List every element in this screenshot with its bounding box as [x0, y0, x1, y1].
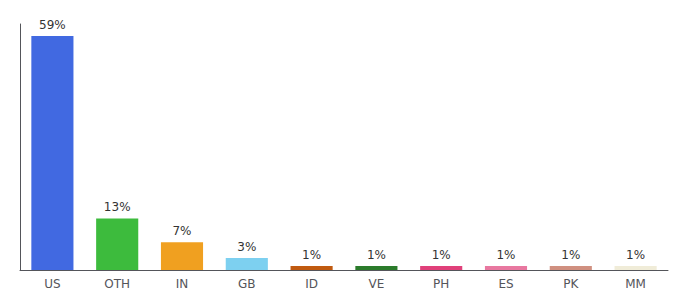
svg-text:13%: 13% — [104, 200, 131, 214]
svg-text:1%: 1% — [626, 248, 645, 262]
svg-text:1%: 1% — [496, 248, 515, 262]
svg-text:ES: ES — [498, 277, 513, 291]
svg-text:MM: MM — [625, 277, 646, 291]
svg-text:VE: VE — [369, 277, 385, 291]
svg-text:OTH: OTH — [104, 277, 130, 291]
svg-text:1%: 1% — [432, 248, 451, 262]
svg-text:PK: PK — [563, 277, 579, 291]
svg-text:1%: 1% — [302, 248, 321, 262]
svg-text:7%: 7% — [172, 224, 191, 238]
svg-text:IN: IN — [176, 277, 189, 291]
svg-text:US: US — [44, 277, 60, 291]
svg-text:PH: PH — [433, 277, 449, 291]
svg-text:59%: 59% — [39, 18, 66, 32]
svg-text:GB: GB — [238, 277, 256, 291]
svg-text:ID: ID — [305, 277, 318, 291]
svg-text:3%: 3% — [237, 240, 256, 254]
svg-text:1%: 1% — [367, 248, 386, 262]
svg-text:1%: 1% — [561, 248, 580, 262]
